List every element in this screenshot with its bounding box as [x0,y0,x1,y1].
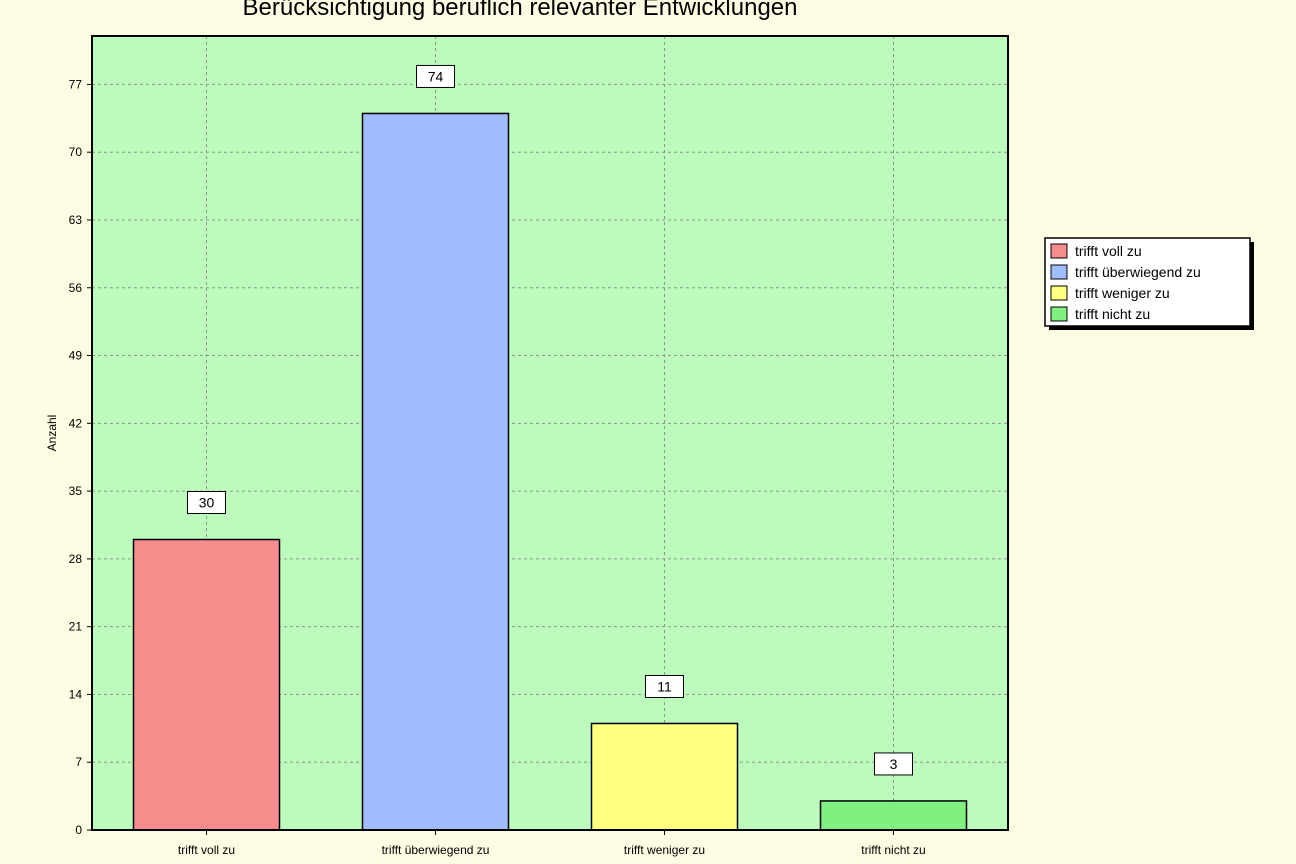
y-tick-label: 0 [75,823,82,837]
y-tick-label: 77 [69,77,83,91]
y-axis-label: Anzahl [45,415,59,452]
bar [361,112,510,831]
y-tick-label: 28 [69,552,83,566]
y-tick-label: 7 [75,755,82,769]
legend: trifft voll zu trifft überwiegend zu triff… [1044,237,1254,330]
y-tick-label: 21 [69,620,83,634]
data-label-box [645,674,684,698]
data-label: 74 [428,68,444,84]
data-label-box [416,64,455,88]
legend-swatch [1050,285,1068,301]
legend-swatch [1050,306,1068,322]
bars [132,112,968,831]
y-tick-label: 35 [69,484,83,498]
legend-swatch [1050,264,1068,280]
data-label: 30 [199,495,215,511]
bar [132,538,281,831]
legend-entry: trifft nicht zu [1075,306,1150,322]
category-label: trifft überwiegend zu [382,843,490,857]
bar [590,722,739,831]
plot-border [91,35,1009,831]
y-tick-label: 63 [69,213,83,227]
data-label: 3 [890,756,898,772]
category-label: trifft voll zu [178,843,235,857]
data-label-box [874,752,913,776]
legend-entry: trifft voll zu [1075,243,1142,259]
y-tick-label: 70 [69,145,83,159]
y-tick-label: 56 [69,281,83,295]
y-tick-label: 49 [69,349,83,363]
data-label: 11 [657,678,672,694]
y-tick-label: 14 [69,687,83,701]
category-labels: trifft voll zu trifft überwiegend zu triff… [178,830,926,857]
bar [819,800,968,831]
legend-box [1044,237,1251,327]
data-label-box [187,491,226,515]
y-tick-label: 42 [69,416,83,430]
legend-entry: trifft weniger zu [1075,285,1170,301]
category-label: trifft weniger zu [624,843,705,857]
legend-entry: trifft überwiegend zu [1075,264,1201,280]
chart-title: Berücksichtigung beruflich relevanter En… [242,0,798,21]
data-labels: 30 74 11 3 [187,64,913,776]
category-label: trifft nicht zu [861,843,925,857]
y-axis-ticks: 0 7 14 21 28 35 42 49 56 63 70 77 [69,77,92,837]
legend-swatch [1050,243,1068,259]
